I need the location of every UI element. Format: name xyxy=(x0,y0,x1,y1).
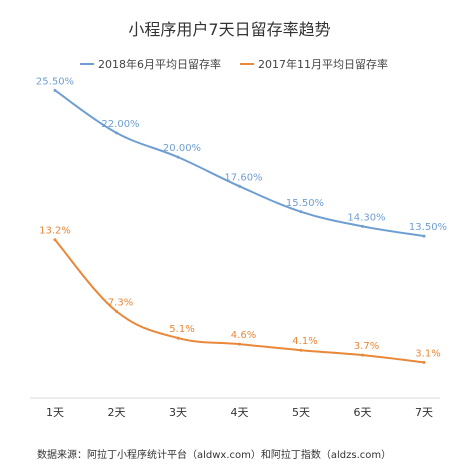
data-point xyxy=(299,348,303,352)
data-label: 5.1% xyxy=(169,324,194,335)
legend-label-2017: 2017年11月平均日留存率 xyxy=(258,58,388,71)
data-point xyxy=(238,184,241,188)
legend: 2018年6月平均日留存率 2017年11月平均日留存率 xyxy=(0,56,459,74)
legend-label-2018: 2018年6月平均日留存率 xyxy=(98,58,221,71)
data-point xyxy=(176,336,180,340)
chart-title: 小程序用户7天日留存率趋势 xyxy=(128,20,331,39)
data-label: 4.1% xyxy=(292,336,317,347)
x-tick-label: 1天 xyxy=(46,406,64,419)
x-tick-label: 4天 xyxy=(231,406,249,419)
x-tick-label: 5天 xyxy=(292,406,310,419)
data-label: 13.50% xyxy=(409,222,447,233)
legend-swatch-2017 xyxy=(240,63,254,65)
data-point xyxy=(115,131,118,135)
data-point xyxy=(238,342,241,346)
data-source-footer: 数据来源：阿拉丁小程序统计平台（aldwx.com）和阿拉丁指数（aldzs.c… xyxy=(37,450,392,461)
legend-item-2017: 2017年11月平均日留存率 xyxy=(240,56,388,72)
data-label: 7.3% xyxy=(108,297,133,308)
data-label: 4.6% xyxy=(231,330,256,341)
data-point xyxy=(361,224,364,228)
data-point xyxy=(422,234,426,238)
data-label: 17.60% xyxy=(224,172,262,183)
legend-swatch-2018 xyxy=(80,63,94,65)
data-label: 20.00% xyxy=(163,143,201,154)
data-point xyxy=(422,360,426,364)
x-tick-label: 7天 xyxy=(415,406,433,419)
x-tick-label: 6天 xyxy=(354,406,372,419)
data-point xyxy=(53,238,57,242)
data-label: 14.30% xyxy=(347,212,385,223)
data-point xyxy=(115,309,118,313)
data-label: 13.2% xyxy=(39,226,71,237)
data-point xyxy=(53,88,57,92)
data-label: 3.1% xyxy=(415,348,440,359)
data-label: 15.50% xyxy=(286,198,324,209)
data-point xyxy=(176,155,180,159)
data-point xyxy=(361,353,364,357)
data-point xyxy=(299,210,303,214)
data-label: 25.50% xyxy=(36,76,74,87)
data-label: 22.00% xyxy=(101,119,139,130)
x-tick-label: 3天 xyxy=(169,406,187,419)
legend-item-2018: 2018年6月平均日留存率 xyxy=(80,56,221,72)
x-tick-label: 2天 xyxy=(108,406,126,419)
data-label: 3.7% xyxy=(354,341,379,352)
